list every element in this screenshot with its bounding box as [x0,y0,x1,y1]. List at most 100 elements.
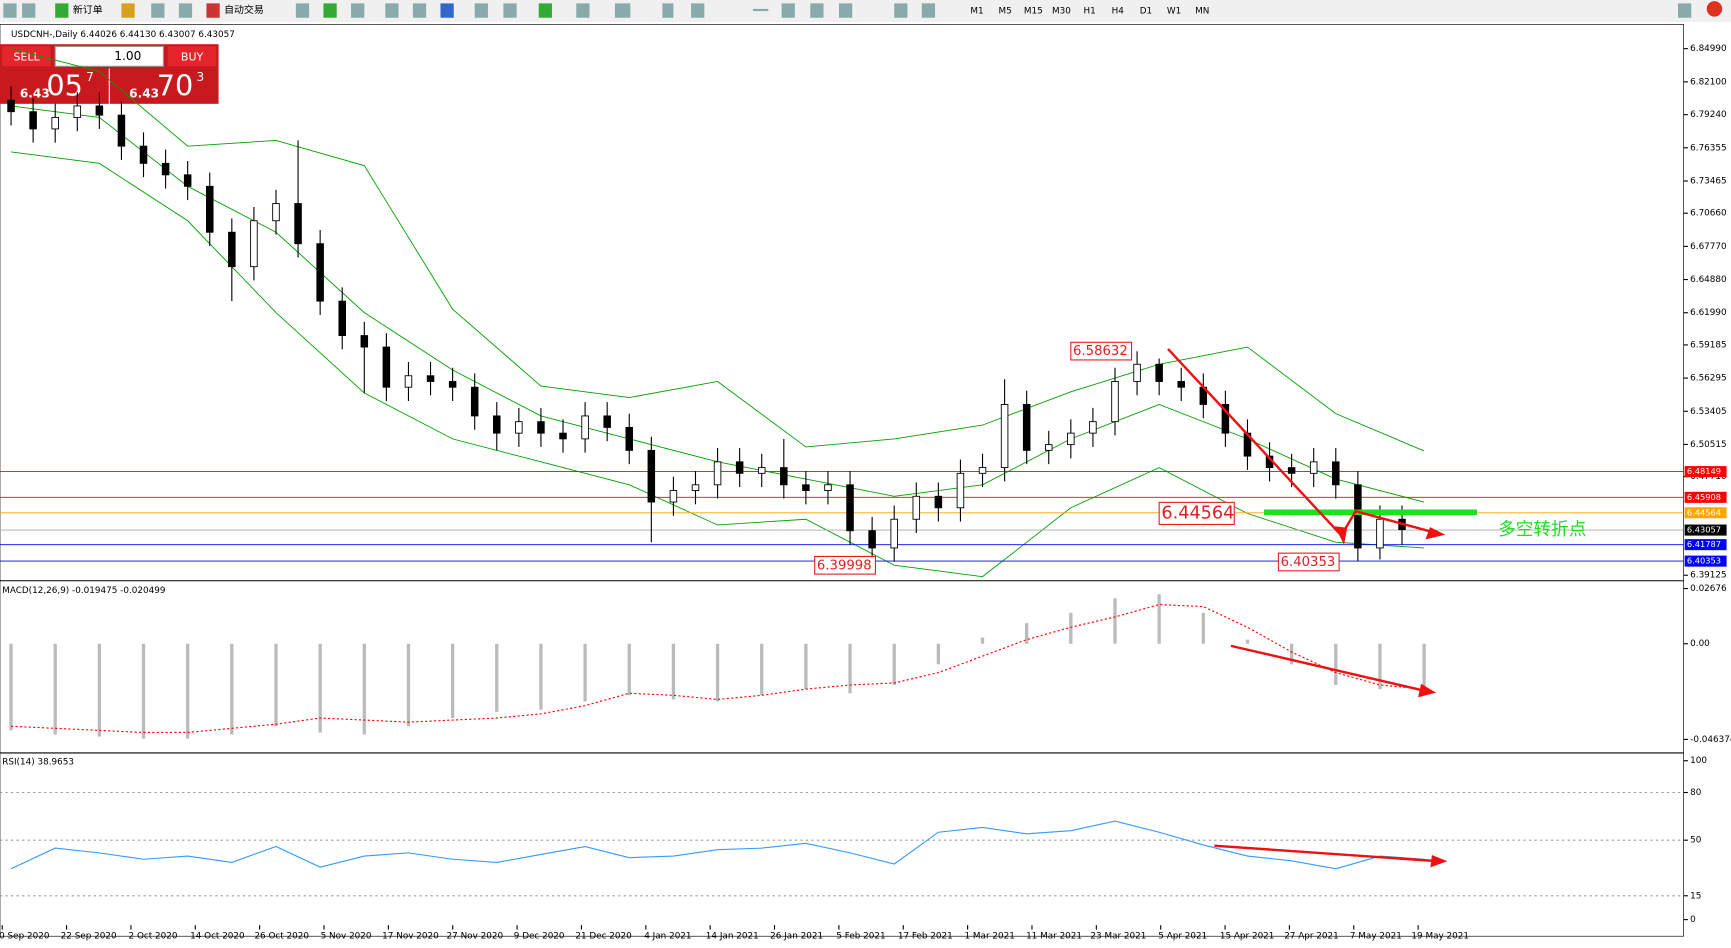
auto-trading-button[interactable]: 自动交易 [224,3,264,16]
icon[interactable] [538,3,552,18]
candle-body [1111,381,1119,423]
price-level-label: 6.41787 [1687,539,1721,549]
annotation: 6.40353 [1281,555,1336,570]
x-tick-label: 14 Jan 2021 [706,932,759,942]
icon[interactable] [3,3,17,18]
new-order-button[interactable]: 新订单 [73,3,103,16]
bollinger-band [10,48,1425,452]
x-tick-label: 2 Oct 2020 [129,932,178,942]
period-button[interactable]: M30 [1052,7,1071,17]
candle-body [404,375,413,388]
candle-body [316,243,324,302]
y-tick-label: 0.00 [1690,639,1710,649]
icon[interactable] [614,3,631,18]
buy-button[interactable] [167,46,217,67]
candle-body [824,484,832,491]
price-level-tag [1684,555,1727,567]
candle-body [1332,461,1340,486]
icon[interactable] [412,3,427,18]
candle-body [625,426,634,451]
icon[interactable] [781,3,795,18]
candle-body [669,490,678,503]
period-button[interactable]: MN [1195,7,1209,17]
icon[interactable] [474,3,488,18]
x-tick-label: 11 Mar 2021 [1026,932,1082,942]
candle-body [360,335,369,348]
icon[interactable] [921,3,936,18]
y-tick-label: 6.79240 [1690,110,1727,120]
candle-body [757,467,766,474]
y-tick-label: 6.73465 [1690,176,1727,186]
candle-body [780,467,788,486]
main-chart-title: USDCNH-,Daily 6.44026 6.44130 6.43007 6.… [11,30,235,40]
rsi-title: RSI(14) 38.9653 [2,757,74,767]
price-level-tag [1684,507,1727,519]
icon[interactable] [576,3,590,18]
x-tick-label: 27 Nov 2020 [447,932,504,942]
price-level-tag [1684,524,1727,536]
candle-body [426,375,435,382]
period-button[interactable]: M1 [970,7,983,17]
icon[interactable] [22,3,36,18]
annotation: 多空转折点 [1498,519,1586,540]
arrow-head [1425,527,1446,540]
search-icon[interactable] [1678,3,1692,18]
buy-label[interactable]: BUY [181,50,204,63]
price-level-label: 6.45908 [1687,492,1721,502]
candle-body [493,415,501,434]
icon[interactable] [351,3,365,18]
y-tick-label: 100 [1690,756,1707,766]
candle-body [691,484,700,491]
icon[interactable] [55,3,69,18]
icon[interactable] [151,3,165,18]
icon[interactable] [295,3,310,18]
y-tick-label: 6.70660 [1690,209,1727,219]
icon[interactable] [839,3,853,18]
x-tick-label: 26 Oct 2020 [254,932,309,942]
icon[interactable] [894,3,908,18]
x-tick-label: 17 Nov 2020 [382,932,439,942]
x-tick-label: 5 Apr 2021 [1158,932,1207,942]
bid-point: 7 [86,70,94,84]
icon[interactable] [810,3,824,18]
x-tick-label: 21 Dec 2020 [575,932,632,942]
period-button[interactable]: H1 [1083,7,1095,17]
candle-body [51,116,59,130]
icon[interactable] [662,3,674,18]
candle-body [139,145,148,164]
icon[interactable] [385,3,399,18]
x-tick-label: 4 Jan 2021 [644,932,691,942]
annotation: 6.44564 [1161,503,1234,523]
icon[interactable] [503,3,517,18]
macd-signal [11,603,1425,734]
icon[interactable] [752,8,769,12]
period-button[interactable]: M5 [999,7,1012,17]
period-button[interactable]: H4 [1112,7,1125,17]
lots-value[interactable]: 1.00 [114,49,141,63]
icon[interactable] [691,3,705,18]
lots-input[interactable] [54,45,164,67]
y-tick-label: 0 [1690,915,1696,925]
icon[interactable] [206,3,220,18]
icon[interactable] [121,3,135,18]
x-tick-label: 0 Sep 2020 [0,932,50,942]
annotation: 6.58632 [1073,344,1128,359]
period-button[interactable]: D1 [1140,7,1152,17]
sell-label[interactable]: SELL [13,50,40,63]
candle-body [448,381,457,388]
candle-body [890,518,898,549]
arrow-head [1418,683,1437,698]
sell-button[interactable] [2,46,51,67]
y-tick-label: 6.84990 [1690,44,1727,54]
period-button[interactable]: W1 [1167,7,1181,17]
candle-body [228,231,236,268]
notification-icon[interactable] [1706,1,1723,17]
icon[interactable] [178,3,193,18]
candle-body [161,162,170,176]
icon[interactable] [323,3,337,18]
candle-body [250,220,258,268]
candle-body [183,174,192,187]
icon[interactable] [440,3,454,18]
period-button[interactable]: M15 [1024,7,1043,17]
